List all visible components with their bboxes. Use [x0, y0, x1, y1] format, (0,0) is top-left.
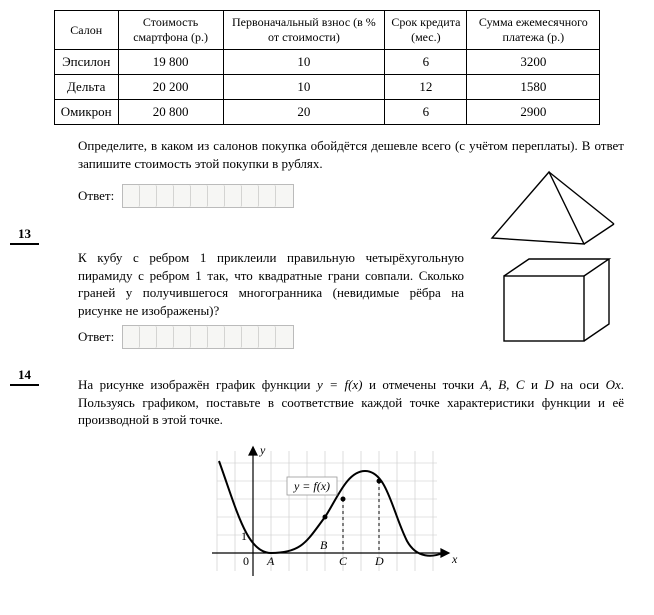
question-number: 14	[10, 367, 39, 386]
table-row: Дельта 20 200 10 12 1580	[54, 75, 599, 100]
col-salon: Салон	[54, 11, 118, 50]
point-A: A	[266, 554, 275, 568]
origin-label: 0	[243, 554, 249, 568]
q13-text: К кубу с ребром 1 приклеили правильную ч…	[78, 249, 464, 319]
answer-boxes[interactable]	[122, 325, 294, 349]
point-C: C	[339, 554, 348, 568]
function-graph: y = f(x) y x 0 1 A B C D	[30, 441, 624, 595]
pyramid-cube-figure	[474, 166, 624, 350]
tick-1: 1	[241, 529, 247, 543]
question-number: 13	[10, 226, 39, 245]
q13-answer: Ответ:	[78, 325, 474, 349]
table-row: Омикрон 20 800 20 6 2900	[54, 100, 599, 125]
answer-label: Ответ:	[78, 329, 114, 345]
table-row: Эпсилон 19 800 10 6 3200	[54, 50, 599, 75]
q14-number-line: 14	[0, 367, 624, 386]
credit-table: Салон Стоимость смартфона (р.) Первонача…	[54, 10, 600, 125]
answer-label: Ответ:	[78, 188, 114, 204]
q13-number-line: 13	[0, 226, 474, 245]
curve-label: y = f(x)	[293, 479, 330, 493]
answer-boxes[interactable]	[122, 184, 294, 208]
col-price: Стоимость смартфона (р.)	[118, 11, 223, 50]
point-B: B	[320, 538, 328, 552]
x-axis-label: x	[451, 552, 458, 566]
point-D: D	[374, 554, 384, 568]
col-downpayment: Первоначальный взнос (в % от стоимости)	[223, 11, 385, 50]
col-monthly: Сумма ежемесячного платежа (р.)	[467, 11, 600, 50]
y-axis-label: y	[259, 443, 266, 457]
col-term: Срок кредита (мес.)	[385, 11, 467, 50]
